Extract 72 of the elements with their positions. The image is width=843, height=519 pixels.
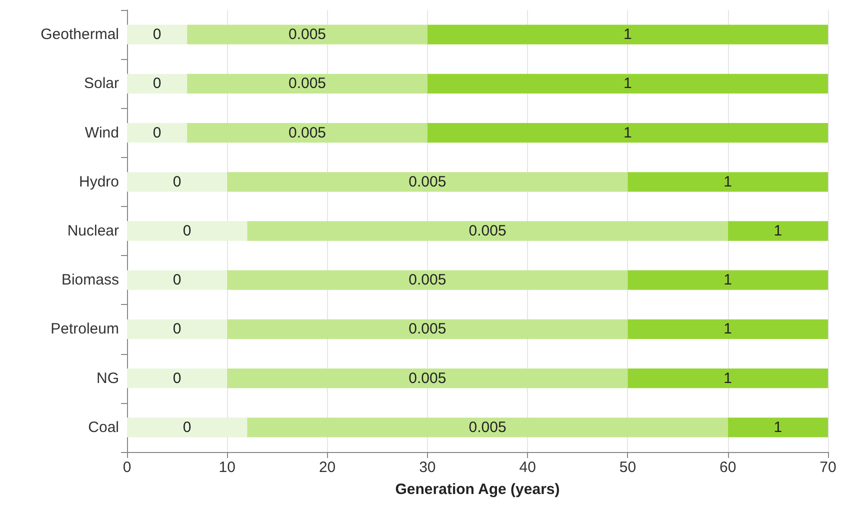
text: 0.005 — [288, 75, 326, 92]
text: 0.005 — [408, 272, 446, 289]
bar — [427, 74, 828, 94]
series-label: 0.005 — [288, 124, 326, 142]
x-tick-label: 60 — [720, 459, 736, 476]
text: 0.005 — [408, 320, 446, 338]
bar — [427, 122, 828, 143]
text: 0 — [152, 26, 162, 44]
x-tick-label: 10 — [218, 459, 236, 476]
text: 0 — [172, 272, 182, 289]
bar — [127, 172, 228, 192]
bar — [247, 221, 728, 241]
y-tick-label: Hydro — [78, 173, 119, 190]
text: 1 — [724, 320, 732, 338]
y-tick-label: Solar — [84, 75, 119, 92]
x-tick-label: 20 — [318, 459, 336, 476]
text: 0 — [172, 173, 182, 190]
bar — [628, 172, 828, 192]
text: 0 — [152, 75, 162, 92]
text: 1 — [624, 75, 632, 92]
bar — [127, 74, 188, 94]
text: 0 — [182, 222, 192, 240]
y-tick-label: NG — [96, 370, 119, 387]
bar — [227, 270, 628, 290]
text: 1 — [724, 272, 732, 289]
bar — [628, 270, 828, 290]
y-tick-label: Wind — [84, 124, 119, 142]
text: 0.005 — [288, 26, 326, 44]
y-tick-label: Geothermal — [40, 26, 119, 44]
bar — [127, 122, 188, 143]
bar — [427, 24, 828, 44]
text: 0 — [172, 370, 182, 387]
text: 1 — [774, 418, 782, 436]
y-tick-label: Petroleum — [50, 320, 119, 338]
x-axis-title: Generation Age (years) — [395, 481, 560, 498]
text: 0.005 — [468, 418, 506, 436]
bar — [227, 319, 628, 340]
bar — [127, 368, 228, 388]
text: 1 — [774, 222, 782, 240]
bar — [628, 368, 828, 388]
text: 0.005 — [408, 370, 446, 387]
text: 0 — [172, 320, 182, 338]
text: 0.005 — [468, 222, 506, 240]
x-tick-label: 0 — [122, 459, 132, 476]
bar — [247, 418, 728, 438]
bar — [628, 319, 828, 340]
bar — [227, 368, 628, 388]
bar — [127, 24, 188, 44]
x-tick-label: 30 — [419, 459, 436, 476]
bar — [227, 172, 628, 192]
bar — [127, 418, 248, 438]
y-tick-label: Coal — [88, 418, 119, 436]
x-tick-label: 70 — [820, 459, 836, 476]
bar — [127, 319, 228, 340]
bar — [728, 418, 828, 438]
bar — [127, 221, 248, 241]
bar — [728, 221, 828, 241]
text: 1 — [724, 370, 732, 387]
y-tick-label: Biomass — [61, 272, 119, 289]
x-tick-label: 50 — [619, 459, 636, 476]
series-label: 0 — [152, 124, 162, 142]
bar — [187, 122, 428, 143]
bar — [187, 24, 428, 44]
bar — [187, 74, 428, 94]
text: 0.005 — [408, 173, 446, 190]
text: 1 — [724, 173, 732, 190]
text: 0 — [182, 418, 192, 436]
y-tick-label: Nuclear — [67, 222, 120, 240]
text: 1 — [624, 26, 632, 44]
series-label: 1 — [624, 124, 632, 142]
x-tick-label: 40 — [519, 459, 536, 476]
bar — [127, 270, 228, 290]
